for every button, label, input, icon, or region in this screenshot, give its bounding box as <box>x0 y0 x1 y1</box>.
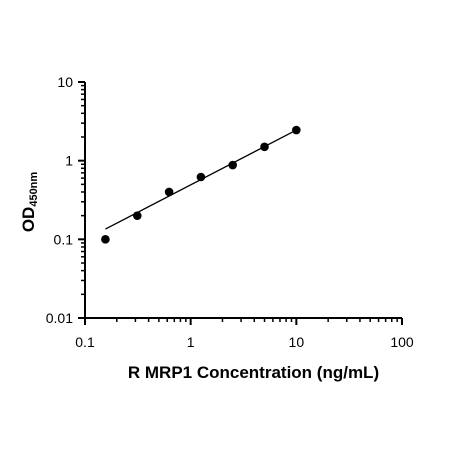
data-point <box>196 172 206 182</box>
data-point <box>101 235 110 244</box>
data-points <box>101 125 301 244</box>
x-tick-label: 10 <box>289 334 305 350</box>
data-point <box>228 160 238 170</box>
axes <box>84 82 402 319</box>
y-tick-label: 0.01 <box>46 310 73 326</box>
data-point <box>164 187 174 197</box>
data-point <box>292 125 301 135</box>
y-tick-label: 1 <box>65 153 73 169</box>
y-axis-title-subscript: 450nm <box>28 172 40 207</box>
x-axis-title: R MRP1 Concentration (ng/mL) <box>128 363 379 382</box>
x-tick-label: 0.1 <box>75 334 95 350</box>
y-axis-title: OD450nm <box>19 172 40 233</box>
data-point <box>132 211 142 220</box>
data-point <box>260 142 269 152</box>
y-axis-title-main: OD <box>19 207 38 233</box>
x-tick-label: 1 <box>187 334 195 350</box>
x-tick-label: 100 <box>390 334 414 350</box>
y-tick-label: 0.1 <box>54 231 74 247</box>
y-tick-label: 10 <box>57 74 73 90</box>
